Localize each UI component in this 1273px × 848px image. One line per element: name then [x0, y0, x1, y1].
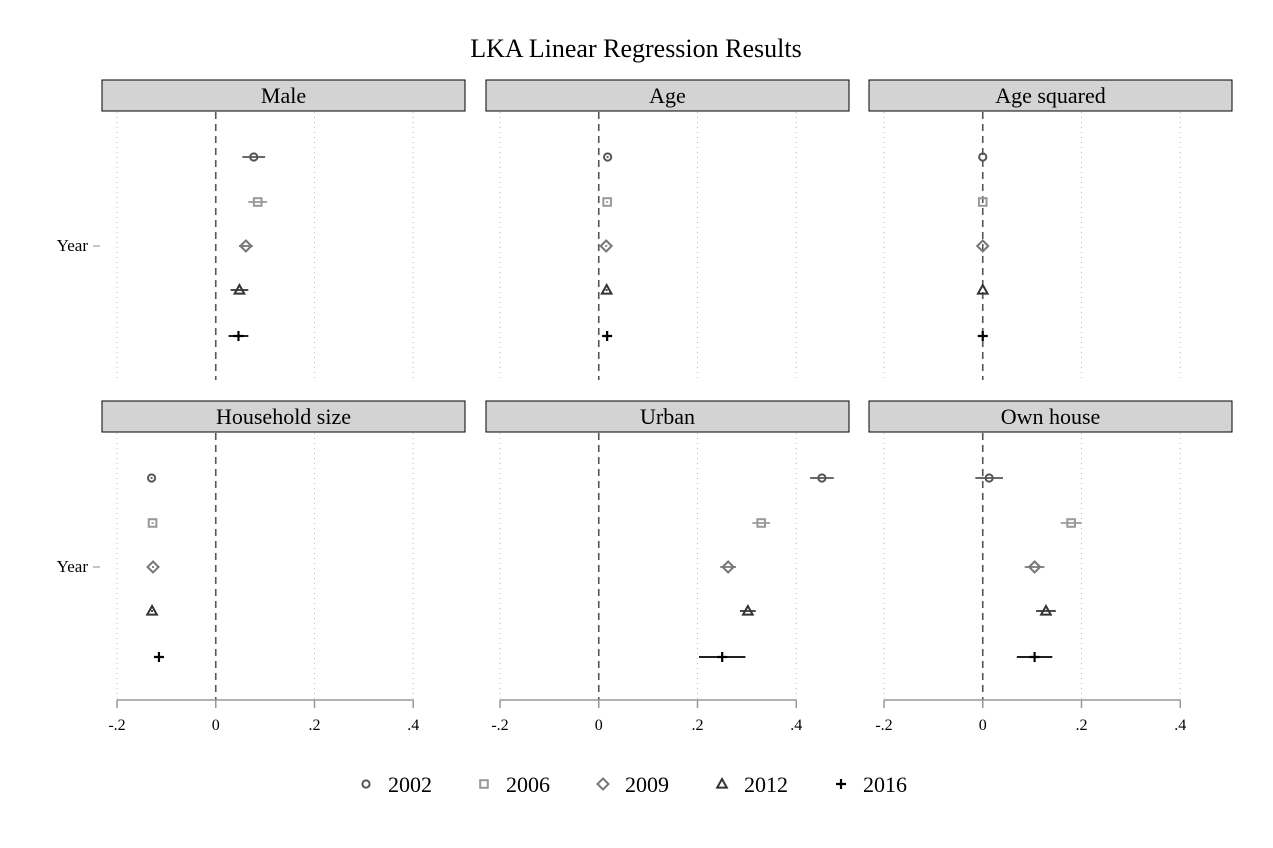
point-2006	[252, 197, 263, 207]
panel-header	[485, 400, 850, 433]
x-tick-label: .2	[1076, 717, 1088, 734]
x-tick-label: .4	[790, 717, 802, 734]
panel-age-squared: Age squared	[868, 79, 1233, 380]
panel-title: Household size	[216, 404, 351, 429]
point-2009	[975, 239, 990, 253]
x-tick-label: 0	[212, 717, 220, 734]
point-2002	[603, 152, 613, 162]
panel-title: Urban	[640, 404, 695, 429]
panel-urban: Urban -.2 0 .2 .4	[485, 400, 850, 734]
point-2009	[599, 239, 614, 253]
panel-title: Age squared	[995, 83, 1106, 108]
legend-label: 2006	[506, 772, 550, 797]
point-2016	[717, 652, 728, 662]
point-2012	[232, 282, 246, 295]
legend: 2002 2006 2009 2012 2016	[361, 772, 907, 797]
point-2002	[146, 473, 157, 483]
point-2016	[602, 331, 613, 341]
legend-item-2016: 2016	[836, 772, 907, 797]
x-tick-label: -.2	[491, 717, 508, 734]
legend-marker-2009	[596, 777, 610, 791]
x-tick-label: -.2	[875, 717, 892, 734]
point-2012	[1039, 603, 1053, 616]
legend-item-2012: 2012	[715, 772, 788, 797]
point-2002	[978, 152, 988, 162]
point-2016	[977, 331, 988, 341]
legend-label: 2016	[863, 772, 907, 797]
legend-item-2002: 2002	[361, 772, 432, 797]
legend-label: 2002	[388, 772, 432, 797]
panel-age: Age	[485, 79, 850, 380]
panel-title: Male	[261, 83, 306, 108]
point-2006	[602, 197, 612, 207]
panel-header	[101, 400, 466, 433]
point-2016	[1029, 652, 1040, 662]
point-2016	[233, 331, 244, 341]
point-2002	[984, 473, 994, 483]
point-2006	[1066, 518, 1076, 528]
panel-title: Age	[649, 83, 686, 108]
point-2016	[153, 652, 164, 662]
point-2006	[977, 197, 988, 207]
panel-male: Male Year	[57, 79, 466, 380]
x-tick-label: .4	[1174, 717, 1186, 734]
point-2002	[817, 473, 827, 483]
point-2009	[146, 560, 160, 574]
point-2009	[238, 239, 253, 253]
point-2009	[721, 560, 736, 574]
panel-household-size: Household size Year -.2 0 .2 .4	[57, 400, 466, 734]
x-tick-label: 0	[979, 717, 987, 734]
point-2009	[1027, 560, 1042, 574]
point-2002	[249, 152, 259, 162]
legend-label: 2009	[625, 772, 669, 797]
legend-marker-2002	[361, 779, 371, 789]
panel-header	[101, 79, 466, 112]
panel-header	[868, 400, 1233, 433]
y-axis-label: Year	[57, 236, 89, 255]
legend-label: 2012	[744, 772, 788, 797]
panel-header	[485, 79, 850, 112]
point-2012	[976, 282, 990, 295]
panel-title: Own house	[1001, 404, 1101, 429]
point-2006	[756, 518, 766, 528]
x-tick-label: .2	[309, 717, 321, 734]
point-2006	[147, 518, 158, 528]
point-2012	[145, 603, 159, 616]
panel-header	[868, 79, 1233, 112]
point-2012	[741, 603, 755, 616]
x-tick-label: 0	[595, 717, 603, 734]
legend-item-2006: 2006	[479, 772, 550, 797]
legend-marker-2016	[836, 779, 846, 789]
legend-item-2009: 2009	[596, 772, 669, 797]
y-axis-label: Year	[57, 557, 89, 576]
point-2012	[600, 282, 614, 295]
panels-layer: Male Year Age Age squared Household size Year…	[57, 79, 1233, 734]
x-tick-label: -.2	[108, 717, 125, 734]
legend-marker-2006	[479, 779, 489, 789]
legend-marker-2012	[715, 776, 729, 789]
x-tick-label: .2	[692, 717, 704, 734]
panel-own-house: Own house -.2 0 .2 .4	[868, 400, 1233, 734]
x-tick-label: .4	[407, 717, 419, 734]
chart-title: LKA Linear Regression Results	[470, 34, 801, 63]
